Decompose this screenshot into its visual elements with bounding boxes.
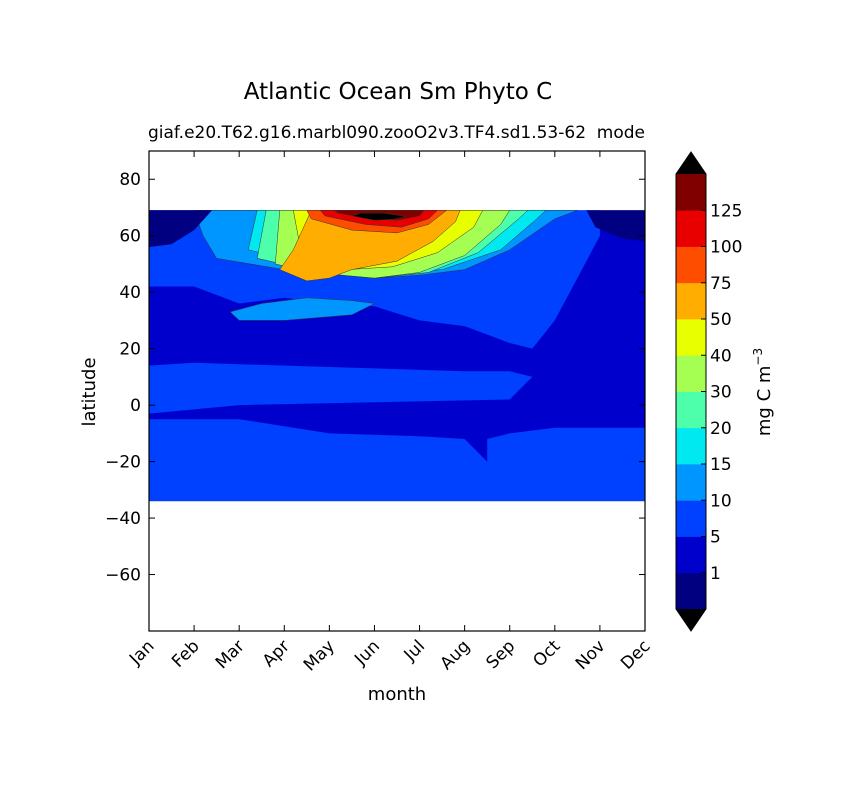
colorbar-tick-label: 1	[710, 564, 721, 584]
chart-subtitle-right: mode	[597, 123, 645, 143]
colorbar-segment	[676, 427, 706, 465]
x-tick-label: Dec	[617, 636, 654, 673]
plot-frame	[148, 150, 646, 632]
chart-title: Atlantic Ocean Sm Phyto C	[244, 79, 553, 105]
y-tick-label: −40	[105, 509, 141, 529]
plot-area	[148, 150, 646, 632]
colorbar-tick-label: 50	[710, 310, 732, 330]
contour-region-3	[487, 427, 645, 502]
x-tick-label: Nov	[572, 636, 610, 674]
colorbar-label-text: mg C m	[754, 366, 775, 437]
colorbar-segment	[676, 210, 706, 247]
x-tick-label: Oct	[529, 636, 564, 671]
colorbar-segment	[676, 500, 706, 537]
colorbar-segment	[676, 246, 706, 284]
colorbar-segment	[676, 319, 706, 356]
y-tick-label: −20	[105, 453, 141, 473]
colorbar-segment	[676, 174, 706, 211]
y-tick-label: 80	[119, 170, 141, 190]
colorbar-tick-label: 20	[710, 419, 732, 439]
colorbar-tick-label: 40	[710, 346, 732, 366]
colorbar-tick-label: 75	[710, 274, 732, 294]
colorbar-tick-label: 30	[710, 383, 732, 403]
colorbar-label-superscript: −3	[751, 348, 765, 366]
x-tick-label: Feb	[168, 636, 203, 671]
colorbar-segment	[676, 572, 706, 610]
y-tick-label: 60	[119, 227, 141, 247]
colorbar-extend-bottom	[676, 609, 706, 631]
colorbar-frame	[675, 151, 707, 632]
contour-region-16	[586, 210, 645, 242]
y-tick-label: 40	[119, 283, 141, 303]
x-tick-label: Aug	[437, 636, 475, 674]
colorbar-segment	[676, 282, 706, 320]
colorbar-segment	[676, 355, 706, 392]
x-axis-label: month	[368, 684, 426, 705]
y-tick-label: −60	[105, 566, 141, 586]
x-tick-label: Sep	[482, 636, 519, 673]
colorbar-segment	[676, 536, 706, 574]
contour-region-15	[149, 210, 213, 247]
x-tick-label: Jul	[400, 636, 429, 665]
y-axis: 80 60 40 20 0 −20 −40 −60	[105, 170, 645, 586]
colorbar-extend-top	[676, 152, 706, 174]
colorbar-segment	[676, 391, 706, 429]
y-axis-label: latitude	[79, 357, 100, 426]
contour-region-4	[229, 297, 376, 321]
colorbar-tick-label: 125	[710, 201, 742, 221]
x-tick-label: Apr	[259, 636, 294, 671]
contour-region-1	[149, 362, 533, 414]
colorbar-tick-label: 5	[710, 528, 721, 548]
x-tick-label: Jan	[125, 636, 158, 669]
x-tick-label: Jun	[350, 636, 384, 670]
chart-subtitle-left: giaf.e20.T62.g16.marbl090.zooO2v3.TF4.sd…	[148, 123, 586, 143]
contour-region-14	[351, 212, 407, 221]
colorbar-tick-label: 15	[710, 455, 732, 475]
colorbar-segment	[676, 464, 706, 501]
x-tick-label: Mar	[212, 636, 249, 673]
colorbar-tick-label: 100	[710, 238, 742, 258]
y-tick-label: 20	[119, 340, 141, 360]
y-tick-label: 0	[130, 396, 141, 416]
colorbar-label: mg C m−3	[751, 348, 775, 436]
colorbar-tick-label: 10	[710, 491, 732, 511]
x-tick-label: May	[300, 636, 339, 675]
